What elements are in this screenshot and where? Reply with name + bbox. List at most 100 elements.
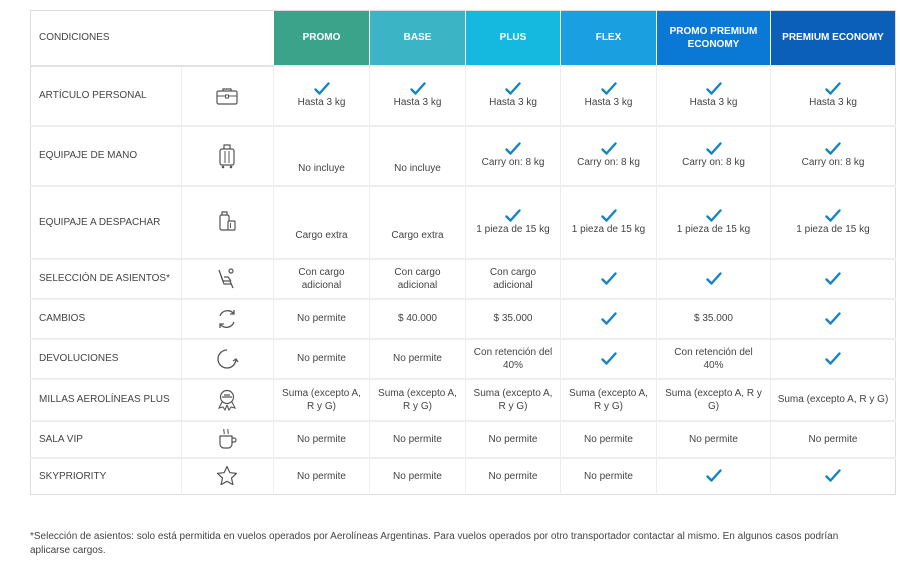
fare-value-text: Con retención del 40% <box>674 346 753 371</box>
fare-value-text: No permite <box>584 470 633 482</box>
check-icon <box>825 271 841 285</box>
table-row: EQUIPAJE DE MANO No incluye No incluye Carr… <box>30 124 896 186</box>
check-icon <box>600 311 617 325</box>
check-icon <box>600 351 617 365</box>
fare-value-cell <box>560 337 657 379</box>
fare-value-text: No permite <box>488 433 538 445</box>
table-row: DEVOLUCIONES No permite No permite Con rete… <box>30 337 896 379</box>
check-icon <box>600 142 617 155</box>
fare-value-cell <box>656 257 771 299</box>
fare-value-text: Suma (excepto A, R y G) <box>777 394 889 405</box>
fare-value-text: Carry on: 8 kg <box>577 157 640 168</box>
fare-value-cell: Suma (excepto A, R y G) <box>273 377 370 421</box>
fare-value-text: Carry on: 8 kg <box>801 157 865 168</box>
fare-value-cell: Suma (excepto A, R y G) <box>770 377 896 421</box>
fare-value-text: No incluye <box>298 163 345 174</box>
fare-value-cell: Carry on: 8 kg <box>560 124 657 186</box>
condition-icon-cell <box>180 184 274 259</box>
briefcase-icon <box>182 86 274 106</box>
fare-value-text: Hasta 3 kg <box>809 97 857 108</box>
fare-value-cell <box>770 257 896 299</box>
fare-header-flex: FLEX <box>560 10 657 66</box>
fare-value-cell: No permite <box>465 419 561 458</box>
check-icon <box>505 142 521 155</box>
fare-value-cell: Cargo extra <box>369 184 466 259</box>
fare-value-cell: Con retención del 40% <box>465 337 561 379</box>
check-icon <box>825 82 841 95</box>
table-row: CAMBIOS No permite $ 40.000 $ 35.000 $ 35.00… <box>30 297 896 339</box>
check-icon <box>705 208 722 222</box>
check-icon <box>825 351 841 365</box>
condition-icon-cell <box>180 64 274 126</box>
fare-value-cell: Carry on: 8 kg <box>656 124 771 186</box>
check-icon <box>825 208 841 222</box>
condition-icon-cell <box>180 337 274 379</box>
fare-value-cell: Suma (excepto A, R y G) <box>560 377 657 421</box>
fare-value-cell: No permite <box>369 456 466 495</box>
fare-value-text: Cargo extra <box>391 229 444 241</box>
check-icon <box>825 469 841 482</box>
star-icon <box>182 464 274 488</box>
fare-value-cell <box>770 337 896 379</box>
condition-label: SKYPRIORITY <box>30 456 181 495</box>
fare-value-text: 1 pieza de 15 kg <box>476 223 550 235</box>
table-row: EQUIPAJE A DESPACHAR Cargo extra Cargo ext… <box>30 184 896 259</box>
table-row: MILLAS AEROLÍNEAS PLUS Suma (excepto A, R… <box>30 377 896 421</box>
fare-value-text: Hasta 3 kg <box>689 97 738 108</box>
fare-value-cell: Hasta 3 kg <box>465 64 561 126</box>
fare-value-cell: $ 40.000 <box>369 297 466 339</box>
fare-value-cell: Con cargo adicional <box>273 257 370 299</box>
check-icon <box>505 82 521 95</box>
fare-value-text: Hasta 3 kg <box>393 97 442 108</box>
fare-value-cell: $ 35.000 <box>656 297 771 339</box>
check-icon <box>825 142 841 155</box>
fare-value-text: No permite <box>393 353 442 364</box>
fare-value-cell: Con cargo adicional <box>369 257 466 299</box>
fare-value-text: No permite <box>584 433 633 445</box>
fare-value-text: No permite <box>297 470 346 482</box>
fare-value-text: No permite <box>297 313 346 324</box>
table-row: SELECCIÓN DE ASIENTOS* Con cargo adiciona… <box>30 257 896 299</box>
fare-value-cell: No permite <box>273 337 370 379</box>
fare-value-cell: No incluye <box>369 124 466 186</box>
fare-value-cell: No permite <box>273 456 370 495</box>
fare-header-plus: PLUS <box>465 10 561 66</box>
fare-value-cell: Suma (excepto A, R y G) <box>369 377 466 421</box>
fare-value-cell: Hasta 3 kg <box>273 64 370 126</box>
fare-value-cell: Con cargo adicional <box>465 257 561 299</box>
fare-value-cell: 1 pieza de 15 kg <box>560 184 657 259</box>
condition-label: SALA VIP <box>30 419 181 458</box>
fare-value-cell: 1 pieza de 15 kg <box>770 184 896 259</box>
condition-label: ARTÍCULO PERSONAL <box>30 64 181 126</box>
check-icon <box>313 82 330 95</box>
check-icon <box>600 82 617 95</box>
fare-value-text: 1 pieza de 15 kg <box>676 223 751 235</box>
check-icon <box>600 208 617 222</box>
table-body: ARTÍCULO PERSONAL Hasta 3 kg Hasta 3 kg Has… <box>30 64 896 495</box>
fare-value-cell: Hasta 3 kg <box>369 64 466 126</box>
table-header-row: CONDICIONES PROMO BASE PLUS FLEX PROMO PREMI… <box>30 10 896 67</box>
table-row: SALA VIP No permite No permite No permite No… <box>30 419 896 458</box>
fare-value-text: Hasta 3 kg <box>489 97 537 108</box>
fare-value-text: Cargo extra <box>295 229 348 241</box>
fare-value-text: 1 pieza de 15 kg <box>571 223 646 235</box>
check-icon <box>825 311 841 325</box>
fare-comparison-table: CONDICIONES PROMO BASE PLUS FLEX PROMO PREMI… <box>30 10 896 495</box>
fare-value-cell: No incluye <box>273 124 370 186</box>
fare-value-cell: No permite <box>465 456 561 495</box>
condition-label: MILLAS AEROLÍNEAS PLUS <box>30 377 181 421</box>
fare-value-text: Hasta 3 kg <box>584 97 633 108</box>
condition-label: EQUIPAJE DE MANO <box>30 124 181 186</box>
fare-value-cell: No permite <box>369 337 466 379</box>
condition-label: CAMBIOS <box>30 297 181 339</box>
fare-value-cell: No permite <box>369 419 466 458</box>
check-icon <box>705 271 722 285</box>
fare-value-text: Suma (excepto A, R y G) <box>282 387 361 412</box>
fare-header-promo-premium-economy: PROMO PREMIUM ECONOMY <box>656 10 771 66</box>
condition-label: EQUIPAJE A DESPACHAR <box>30 184 181 259</box>
condition-icon-cell <box>180 297 274 339</box>
conditions-header: CONDICIONES <box>30 10 181 67</box>
fare-value-cell: Suma (excepto A, R y G) <box>656 377 771 421</box>
miles-icon <box>182 388 274 412</box>
fare-value-text: Suma (excepto A, R y G) <box>378 387 457 412</box>
